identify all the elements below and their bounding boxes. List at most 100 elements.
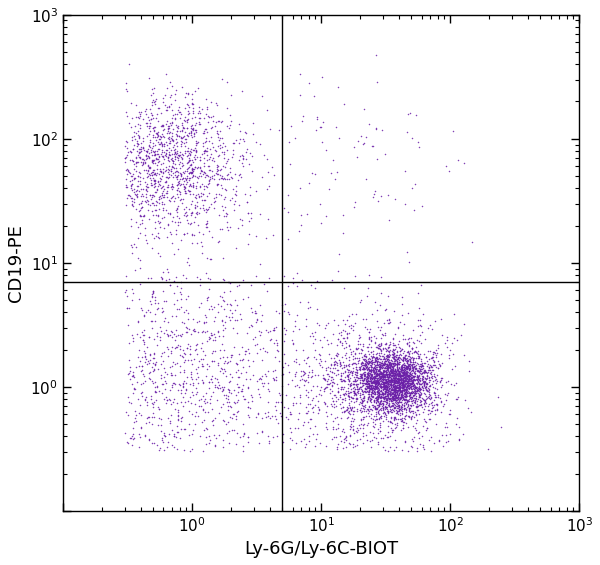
Point xyxy=(244,402,253,411)
Point xyxy=(382,383,392,392)
Point xyxy=(428,353,437,362)
Point xyxy=(348,321,358,330)
Point xyxy=(361,368,370,377)
Point xyxy=(406,395,416,404)
Point xyxy=(221,390,231,399)
Point xyxy=(322,383,332,392)
Point xyxy=(141,189,151,198)
Point xyxy=(402,379,412,388)
Point xyxy=(361,379,371,388)
Point xyxy=(121,174,131,183)
Point xyxy=(385,380,395,389)
Point xyxy=(392,402,401,411)
Point xyxy=(182,124,192,133)
Point xyxy=(213,328,223,337)
Point xyxy=(375,372,385,381)
Point xyxy=(173,416,182,425)
Point xyxy=(177,138,187,147)
Point xyxy=(344,312,354,321)
Point xyxy=(386,367,396,376)
Point xyxy=(377,376,387,385)
Point xyxy=(349,358,358,367)
Point xyxy=(392,365,402,374)
Point xyxy=(142,168,152,177)
Point xyxy=(379,376,388,385)
Point xyxy=(421,352,431,361)
Point xyxy=(176,171,186,180)
Point xyxy=(376,363,386,372)
Point xyxy=(364,381,374,390)
Point xyxy=(145,122,154,131)
Point xyxy=(389,375,398,384)
Point xyxy=(134,442,144,451)
Point xyxy=(409,407,418,416)
Point xyxy=(161,145,171,154)
Point xyxy=(397,393,407,402)
Point xyxy=(402,338,412,347)
Point xyxy=(394,397,404,406)
Point xyxy=(233,224,242,233)
Point xyxy=(392,388,401,397)
Point xyxy=(366,381,376,390)
Point xyxy=(365,396,375,405)
Point xyxy=(126,181,136,190)
Point xyxy=(304,297,313,306)
Point xyxy=(384,372,394,381)
Point xyxy=(380,354,389,363)
Point xyxy=(395,405,405,414)
Point xyxy=(378,403,388,412)
Point xyxy=(404,383,413,392)
Point xyxy=(385,394,395,403)
Point xyxy=(376,358,386,367)
Point xyxy=(201,136,211,145)
Point xyxy=(404,376,413,385)
Point xyxy=(245,362,254,371)
Point xyxy=(391,385,400,394)
Point xyxy=(208,116,217,125)
Point xyxy=(139,346,148,355)
Point xyxy=(350,375,360,384)
Point xyxy=(383,408,392,417)
Point xyxy=(385,384,395,393)
Point xyxy=(406,367,416,376)
Point xyxy=(399,362,409,371)
Point xyxy=(343,387,352,396)
Point xyxy=(140,196,150,205)
Point xyxy=(382,392,391,401)
Point xyxy=(272,398,281,407)
Point xyxy=(248,356,257,365)
Point xyxy=(125,398,134,407)
Point xyxy=(157,272,166,281)
Point xyxy=(374,358,384,367)
Point xyxy=(386,373,396,383)
Point xyxy=(148,403,158,412)
Point xyxy=(374,360,384,369)
Point xyxy=(346,380,355,389)
Point xyxy=(460,396,470,405)
Point xyxy=(373,354,383,363)
Point xyxy=(402,396,412,405)
Point xyxy=(378,393,388,402)
Point xyxy=(388,363,397,372)
Point xyxy=(357,379,367,388)
Point xyxy=(334,419,343,428)
Point xyxy=(260,346,269,355)
Point xyxy=(133,113,142,122)
Point xyxy=(383,383,393,392)
Point xyxy=(136,185,146,194)
Point xyxy=(408,358,418,367)
Point xyxy=(348,379,358,388)
Point xyxy=(409,382,418,391)
Point xyxy=(380,404,390,413)
Point xyxy=(204,177,214,186)
Point xyxy=(418,358,427,367)
Point xyxy=(391,376,401,385)
Point xyxy=(393,359,403,368)
Point xyxy=(238,151,247,160)
Point xyxy=(363,383,373,392)
Point xyxy=(396,393,406,402)
Point xyxy=(328,424,337,433)
Point xyxy=(137,424,146,433)
Point xyxy=(402,381,412,390)
Point xyxy=(397,360,406,370)
